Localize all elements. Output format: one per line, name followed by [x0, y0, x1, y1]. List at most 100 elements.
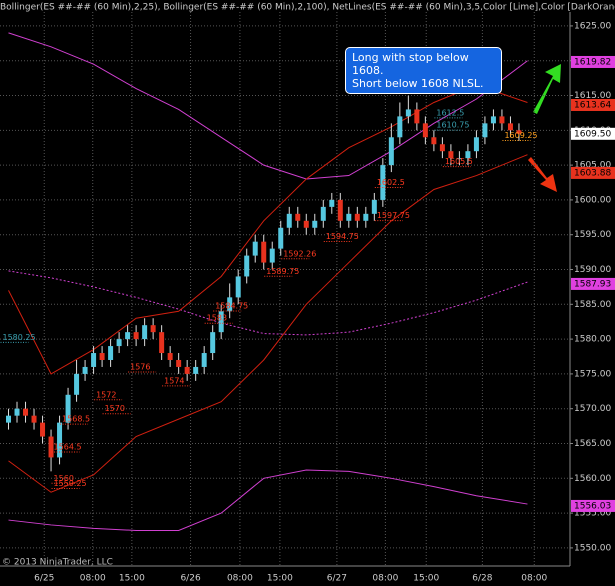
- level-label: 1597.75: [377, 211, 410, 220]
- candle-body: [312, 220, 318, 228]
- level-label: 1594.75: [326, 232, 359, 241]
- candle-body: [244, 255, 250, 277]
- chart-title: Bollinger(ES ##-## (60 Min),2,25), Bolli…: [0, 3, 615, 13]
- level-label: 1584.75: [215, 302, 248, 311]
- candle-body: [465, 151, 471, 159]
- candle-body: [252, 241, 258, 256]
- level-label: 1564.5: [54, 442, 82, 451]
- band-line: [8, 32, 528, 180]
- candle-body: [295, 213, 301, 221]
- candle-body: [439, 144, 445, 152]
- price-badge-label: 1609.50: [574, 129, 611, 139]
- price-badge: [571, 55, 615, 68]
- level-label: 1559.25: [54, 479, 87, 488]
- candle-body: [74, 373, 80, 395]
- y-tick-label: 1560.00: [574, 474, 611, 484]
- candle-body: [516, 130, 522, 134]
- y-tick-label: 1590.00: [574, 265, 611, 275]
- level-label: 1568.5: [62, 415, 90, 424]
- y-tick-label: 1580.00: [574, 335, 611, 345]
- candle-body: [48, 436, 54, 458]
- level-label: 1580.25: [3, 333, 36, 342]
- candle-body: [261, 241, 267, 263]
- level-label: 1605.5: [445, 157, 473, 166]
- long-arrow: [533, 64, 561, 114]
- candle-body: [397, 116, 403, 138]
- candle-body: [371, 199, 377, 214]
- candle-body: [210, 332, 216, 354]
- x-tick-label: 15:00: [413, 574, 439, 584]
- y-tick-label: 1615.00: [574, 91, 611, 101]
- y-tick-label: 1555.00: [574, 509, 611, 519]
- band-line: [8, 270, 528, 336]
- x-tick-label: 08:00: [80, 574, 106, 584]
- level-label: 1589.75: [266, 267, 299, 276]
- candle-body: [40, 422, 46, 437]
- candle-body: [6, 415, 12, 423]
- x-tick-label: 08:00: [227, 574, 253, 584]
- level-label: 1560: [54, 474, 74, 483]
- x-tick-label: 6/25: [34, 574, 54, 584]
- candle-body: [456, 158, 462, 160]
- candle-body: [507, 123, 513, 131]
- candle-body: [31, 415, 37, 423]
- candle-body: [499, 116, 505, 124]
- y-tick-label: 1565.00: [574, 439, 611, 449]
- candle-body: [167, 353, 173, 360]
- price-badge-label: 1556.03: [574, 501, 611, 511]
- price-badge-label: 1619.82: [574, 57, 611, 67]
- x-tick-label: 08:00: [521, 574, 547, 584]
- candle-body: [91, 353, 97, 367]
- price-badge: [571, 277, 615, 290]
- y-tick-label: 1575.00: [574, 369, 611, 379]
- candle-body: [405, 109, 411, 117]
- short-arrow: [528, 157, 557, 192]
- annotation-line: Long with stop below 1608.: [352, 51, 469, 77]
- candle-body: [473, 137, 479, 152]
- y-tick-label: 1605.00: [574, 161, 611, 171]
- level-label: 1609.25: [504, 131, 537, 140]
- level-label: 1572: [96, 390, 116, 399]
- price-badge: [571, 98, 615, 111]
- candle-body: [482, 123, 488, 138]
- candle-body: [14, 408, 20, 416]
- candle-body: [431, 137, 437, 145]
- candle-body: [235, 276, 241, 298]
- level-label: 1592.26: [283, 249, 316, 258]
- price-badge: [571, 499, 615, 512]
- x-tick-label: 6/28: [472, 574, 492, 584]
- candle-body: [363, 213, 369, 221]
- candle-body: [184, 366, 190, 374]
- candle-body: [346, 213, 352, 221]
- candle-body: [159, 332, 165, 354]
- candle-body: [354, 213, 360, 221]
- candle-body: [82, 366, 88, 374]
- copyright: © 2013 NinjaTrader, LLC: [2, 558, 113, 568]
- candle-body: [116, 339, 122, 347]
- level-label: 1576: [130, 362, 150, 371]
- candle-body: [99, 353, 105, 360]
- candle-body: [448, 151, 454, 159]
- candle-body: [218, 311, 224, 333]
- candle-body: [108, 346, 114, 360]
- x-tick-label: 15:00: [267, 574, 293, 584]
- candle-body: [278, 227, 284, 249]
- candle-body: [320, 206, 326, 221]
- level-label: 1574: [164, 376, 184, 385]
- x-tick-label: 6/26: [180, 574, 200, 584]
- candle-body: [23, 408, 29, 416]
- x-tick-label: 08:00: [372, 574, 398, 584]
- level-label: 1602.5: [377, 178, 405, 187]
- y-tick-label: 1625.00: [574, 21, 611, 31]
- y-tick-label: 1550.00: [574, 543, 611, 553]
- candle-body: [142, 325, 148, 340]
- candle-body: [133, 332, 139, 340]
- candle-body: [176, 359, 182, 367]
- candle-body: [303, 220, 309, 228]
- annotation-box: Long with stop below 1608. Short below 1…: [345, 47, 502, 94]
- candle-body: [422, 123, 428, 138]
- candle-body: [337, 199, 343, 221]
- candle-body: [388, 137, 394, 166]
